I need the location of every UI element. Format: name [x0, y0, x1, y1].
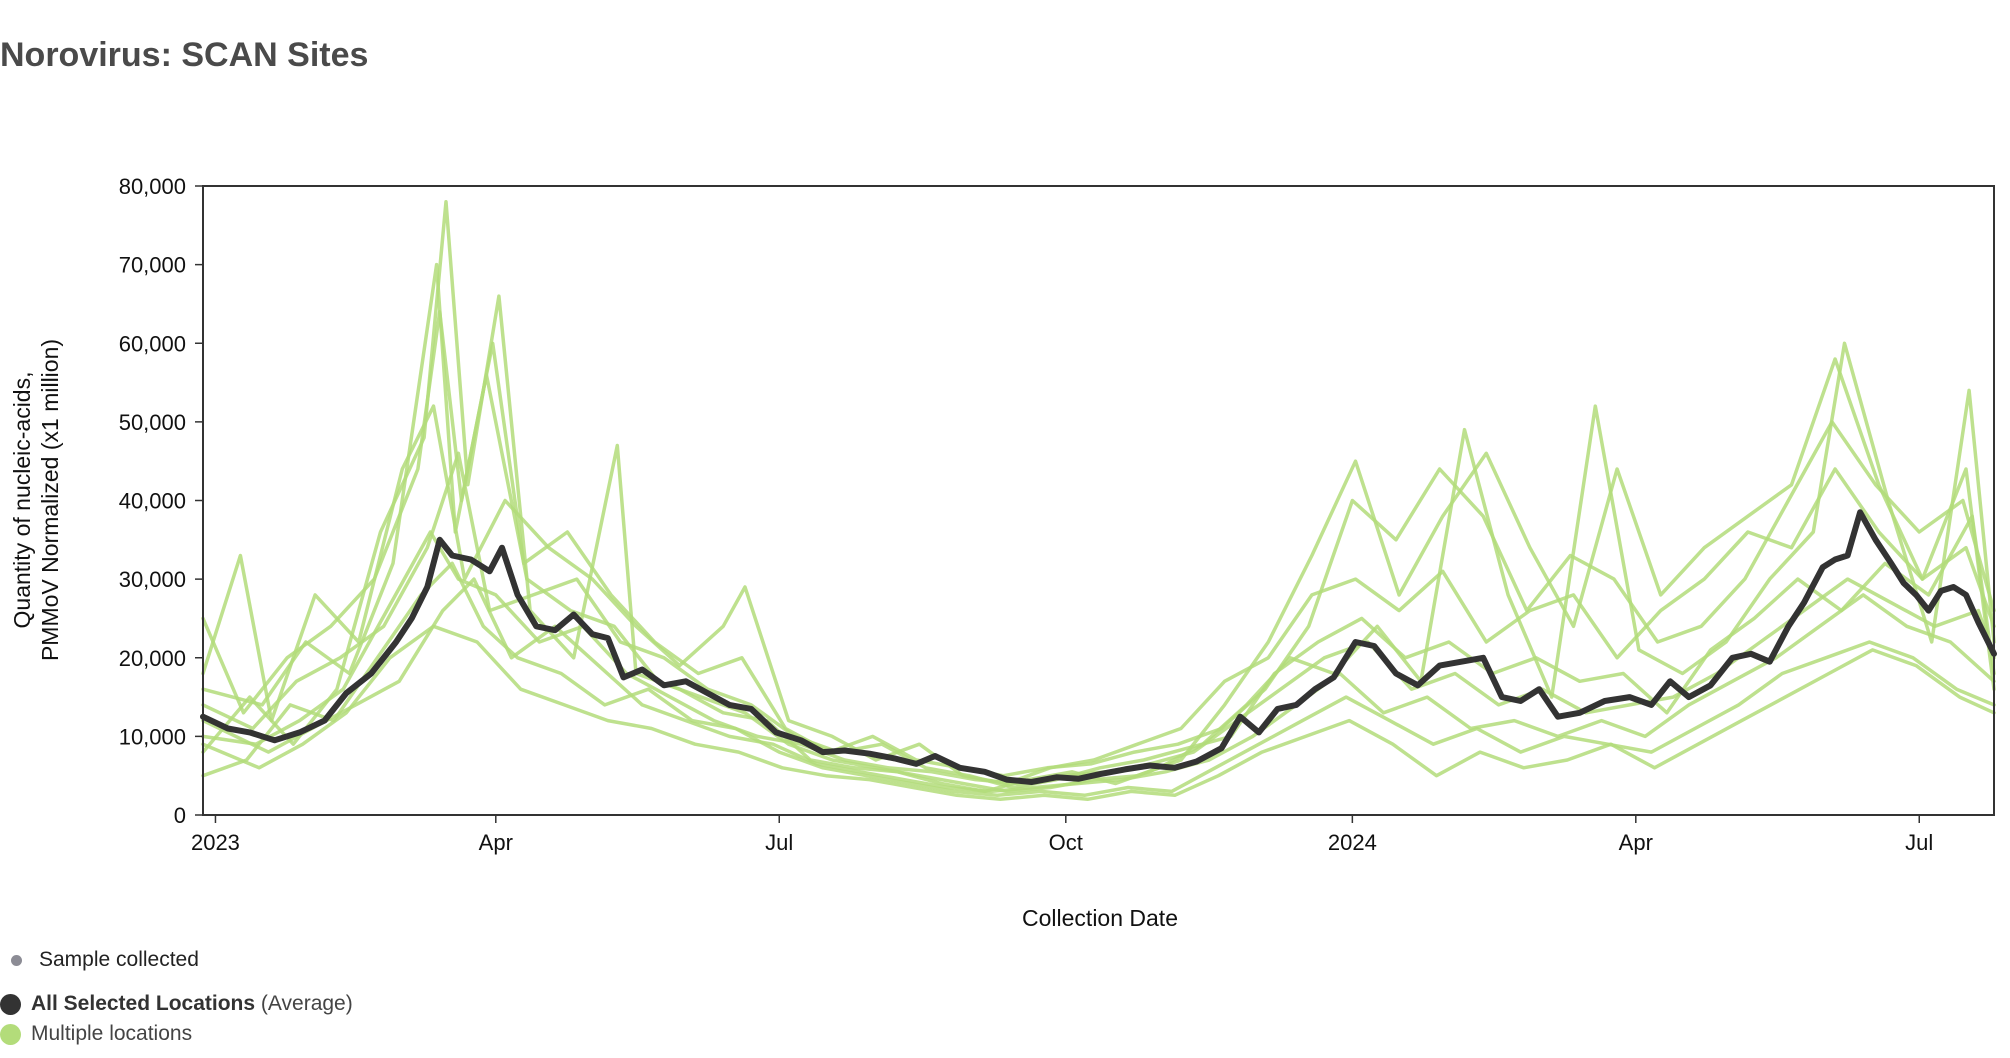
average-series-line[interactable]	[200, 509, 1997, 785]
location-series-line-3[interactable]	[201, 561, 1996, 798]
plot-area-frame	[202, 185, 1995, 816]
location-series-line-4[interactable]	[201, 404, 1996, 786]
location-lines	[201, 199, 1996, 802]
location-series-line-6[interactable]	[201, 451, 1996, 790]
legend-sample-label: Sample collected	[39, 948, 199, 971]
y-tick-label: 50,000	[119, 410, 186, 435]
location-series-line-5[interactable]	[201, 530, 1996, 786]
legend-average-label: All Selected Locations	[31, 992, 256, 1015]
y-tick-label: 30,000	[119, 567, 186, 592]
y-axis-title-line-1: Quantity of nucleic-acids,	[9, 372, 35, 629]
y-tick-label: 0	[174, 803, 186, 828]
average-dot-icon	[0, 993, 21, 1015]
location-series-line-9[interactable]	[201, 577, 1996, 794]
x-tick-label: 2024	[1328, 830, 1377, 855]
location-series-line-7[interactable]	[201, 624, 1996, 802]
x-tick-label: Jul	[765, 830, 793, 855]
location-series-line-1[interactable]	[201, 310, 1996, 778]
x-tick-label: Apr	[1619, 830, 1653, 855]
legend-multiple-locations[interactable]: Multiple locations	[0, 1022, 192, 1046]
y-tick-label: 70,000	[119, 253, 186, 278]
average-line-group	[200, 509, 1997, 785]
y-tick-label: 40,000	[119, 489, 186, 514]
page-title: Norovirus: SCAN Sites	[0, 36, 369, 74]
multiple-dot-icon	[0, 1023, 21, 1045]
legend-all-selected-locations[interactable]: All Selected Locations (Average)	[0, 992, 353, 1016]
x-tick-label: Oct	[1049, 830, 1083, 855]
y-axis-ticks: 0 10,000 20,000 30,000 40,000 50,000 60,000 70,…	[119, 174, 203, 828]
y-tick-label: 20,000	[119, 646, 186, 671]
sample-dot-icon	[11, 954, 22, 966]
y-tick-label: 80,000	[119, 174, 186, 199]
x-axis-title: Collection Date	[1022, 905, 1178, 931]
legend-sample-collected[interactable]: Sample collected	[0, 948, 199, 972]
y-tick-label: 10,000	[119, 724, 186, 749]
x-tick-label: Apr	[479, 830, 513, 855]
location-series-line-8[interactable]	[201, 262, 1996, 794]
y-tick-label: 60,000	[119, 331, 186, 356]
x-axis-ticks: 2023 Apr Jul Oct 2024 Apr Jul	[191, 815, 1933, 855]
legend-average-suffix: (Average)	[260, 992, 353, 1015]
x-tick-label: Jul	[1905, 830, 1933, 855]
y-axis-title-line-2: PMMoV Normalized (x1 million)	[37, 339, 63, 661]
legend-multiple-label: Multiple locations	[31, 1022, 193, 1045]
x-tick-label: 2023	[191, 830, 240, 855]
location-series-line-2[interactable]	[201, 199, 1996, 794]
line-chart: 0 10,000 20,000 30,000 40,000 50,000 60,000 70,…	[9, 174, 1997, 931]
